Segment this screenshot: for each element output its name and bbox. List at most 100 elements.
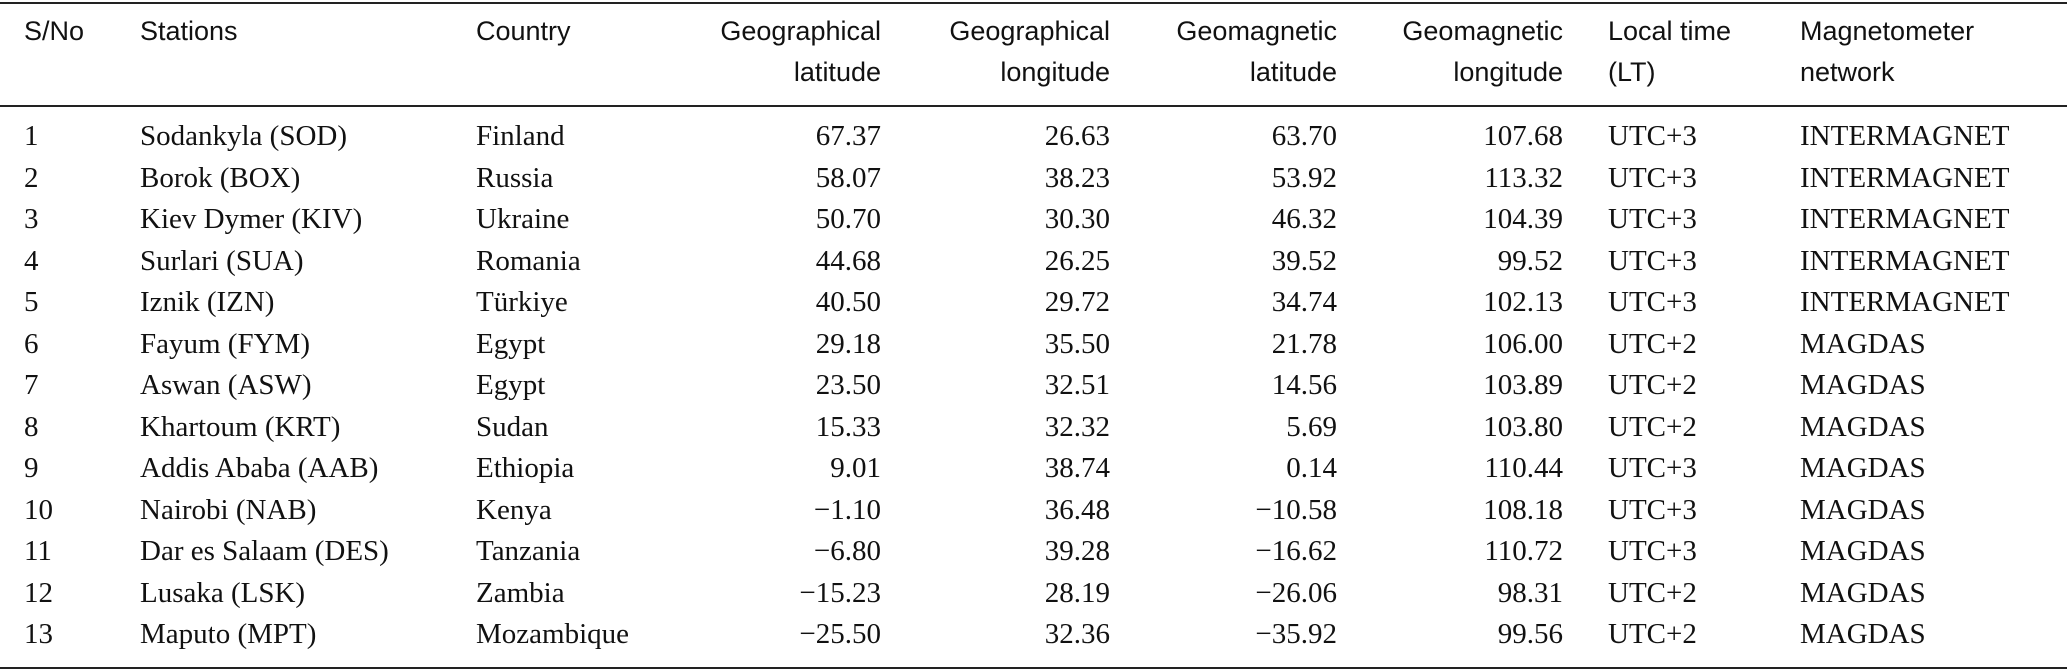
table-cell: 5.69 [1286,410,1337,443]
table-cell: 58.07 [815,161,881,194]
table-cell: UTC+3 [1608,120,1697,152]
table-cell: INTERMAGNET [1800,203,2010,235]
table-cell: 107.68 [1483,120,1563,152]
table-cell: UTC+3 [1608,452,1697,484]
table-cell: UTC+2 [1608,618,1697,650]
table-cell: 13 [24,618,53,650]
table-cell: 12 [24,576,53,609]
header-rule [0,105,2067,107]
header-cell: Geographical [949,16,1110,46]
table-cell: Sudan [476,410,549,443]
table-cell: MAGDAS [1800,493,1926,526]
header-cell: latitude [793,57,881,87]
table-cell: Dar es Salaam (DES) [140,535,389,567]
table-cell: Khartoum (KRT) [140,410,341,443]
table-cell: MAGDAS [1800,327,1926,360]
table-cell: UTC+3 [1608,203,1697,235]
table-cell: Finland [476,120,565,152]
table-cell: 0.14 [1286,452,1337,484]
table-cell: 102.13 [1483,286,1563,318]
table-cell: UTC+2 [1608,576,1697,609]
table-cell: 44.68 [815,244,881,277]
table-cell: UTC+3 [1608,244,1697,277]
table-cell: 39.28 [1044,535,1110,567]
table-cell: 32.51 [1044,369,1110,401]
table-cell: 30.30 [1044,203,1110,235]
table-cell: Addis Ababa (AAB) [140,452,379,484]
table-cell: 15.33 [815,410,881,443]
header-cell: Country [476,16,571,46]
table-cell: UTC+2 [1608,327,1697,360]
table-cell: UTC+3 [1608,493,1697,526]
table-cell: −15.23 [799,576,881,609]
table-cell: Egypt [476,369,546,401]
table-cell: 110.44 [1484,452,1563,484]
table-cell: Lusaka (LSK) [140,576,306,609]
table-cell: 26.25 [1044,244,1110,277]
table-cell: −10.58 [1255,493,1337,526]
table-cell: Kiev Dymer (KIV) [140,203,363,235]
table-cell: Ethiopia [476,452,575,484]
table-cell: MAGDAS [1800,410,1926,443]
table-cell: −1.10 [813,493,881,526]
table-cell: 32.36 [1044,618,1110,650]
table-cell: UTC+2 [1608,369,1697,401]
table-cell: Sodankyla (SOD) [140,120,348,152]
table-cell: 113.32 [1484,161,1563,194]
table-cell: −25.50 [799,618,881,650]
table-cell: 39.52 [1271,244,1337,277]
table-cell: 26.63 [1044,120,1110,152]
table-cell: −16.62 [1255,535,1337,567]
table-cell: −6.80 [813,535,881,567]
table-cell: INTERMAGNET [1800,161,2010,194]
table-cell: Türkiye [476,286,568,318]
table-cell: 28.19 [1044,576,1110,609]
table-cell: INTERMAGNET [1800,244,2010,277]
table-cell: INTERMAGNET [1800,120,2010,152]
table-cell: 63.70 [1271,120,1337,152]
table-cell: 1 [24,120,39,152]
table-cell: 35.50 [1044,327,1110,360]
table-cell: Iznik (IZN) [140,286,275,318]
table-cell: 9 [24,452,39,484]
table-cell: Fayum (FYM) [140,327,310,360]
table-cell: INTERMAGNET [1800,286,2010,318]
header-cell: longitude [1453,57,1563,87]
header-cell: network [1800,57,1895,87]
header-cell: Stations [140,16,238,46]
table-cell: Ukraine [476,203,570,235]
table-cell: 10 [24,493,53,526]
table-cell: 2 [24,161,39,194]
table-cell: Maputo (MPT) [140,618,317,650]
table-cell: 106.00 [1483,327,1563,360]
table-cell: MAGDAS [1800,535,1926,567]
table-cell: UTC+3 [1608,535,1697,567]
table-cell: 98.31 [1497,576,1563,609]
header-cell: Magnetometer [1800,16,1975,46]
table-cell: 38.23 [1044,161,1110,194]
table-cell: 38.74 [1044,452,1110,484]
table-cell: 50.70 [815,203,881,235]
table-cell: 21.78 [1271,327,1337,360]
table-cell: 67.37 [815,120,881,152]
table-cell: 36.48 [1044,493,1110,526]
table-cell: Surlari (SUA) [140,244,304,277]
header-cell: Geographical [720,16,881,46]
table-cell: 29.72 [1044,286,1110,318]
table-cell: 53.92 [1271,161,1337,194]
table-cell: MAGDAS [1800,452,1926,484]
table-cell: 99.52 [1497,244,1563,277]
table-cell: Romania [476,244,581,277]
table-cell: 6 [24,327,39,360]
table-cell: 3 [24,203,39,235]
table-cell: 29.18 [815,327,881,360]
table-cell: Mozambique [476,618,630,650]
table-cell: 9.01 [830,452,881,484]
table-cell: MAGDAS [1800,576,1926,609]
table-cell: Egypt [476,327,546,360]
table-cell: 99.56 [1497,618,1563,650]
table-cell: Nairobi (NAB) [140,493,317,526]
table-cell: 103.89 [1483,369,1563,401]
table-cell: 108.18 [1483,493,1563,526]
table-cell: 32.32 [1044,410,1110,443]
